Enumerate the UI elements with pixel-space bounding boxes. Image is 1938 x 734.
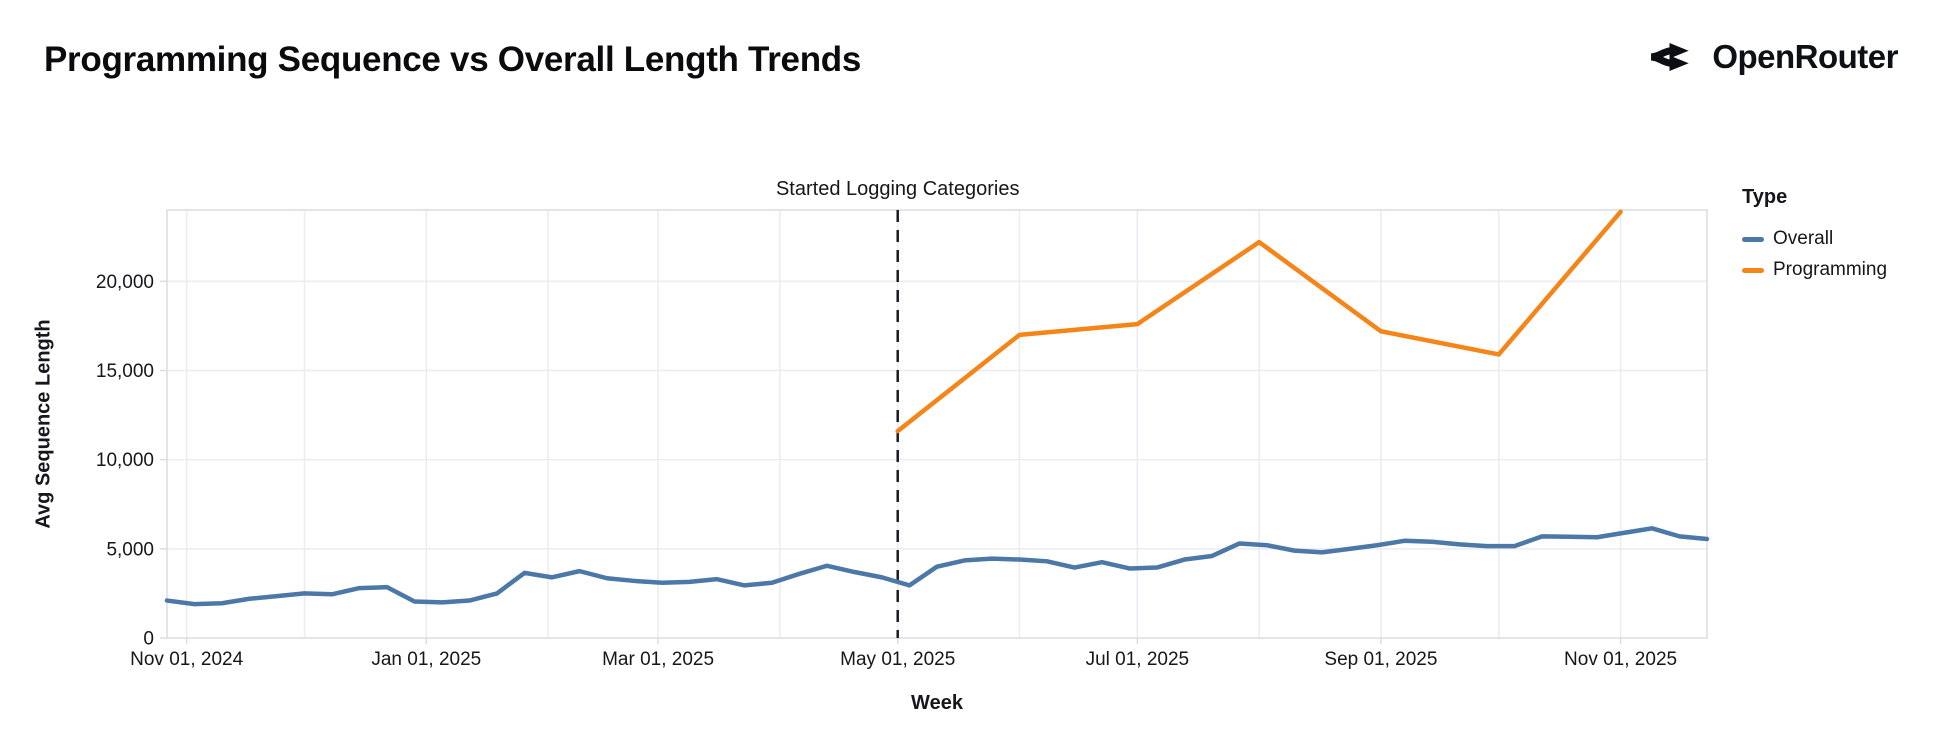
series-line-programming bbox=[895, 209, 1623, 434]
x-tick-label: Nov 01, 2024 bbox=[130, 649, 243, 670]
y-tick-label: 20,000 bbox=[96, 272, 154, 293]
programming-line-swatch bbox=[1742, 267, 1764, 273]
y-tick-label: 10,000 bbox=[96, 450, 154, 471]
x-tick-label: Jan 01, 2025 bbox=[371, 649, 481, 670]
legend-label-overall: Overall bbox=[1773, 228, 1834, 249]
openrouter-icon bbox=[1651, 43, 1689, 71]
y-tick-label: 15,000 bbox=[96, 361, 154, 382]
brand-name: OpenRouter bbox=[1712, 38, 1898, 75]
y-tick-label: 0 bbox=[143, 629, 154, 650]
legend-item-programming: Programming bbox=[1742, 258, 1887, 282]
x-axis-title: Week bbox=[911, 692, 963, 714]
openrouter-logo: OpenRouter bbox=[1647, 32, 1898, 82]
annotation-label: Started Logging Categories bbox=[775, 178, 1020, 200]
overall-line-swatch bbox=[1742, 236, 1764, 242]
legend-item-overall: Overall bbox=[1742, 227, 1887, 251]
y-tick-label: 5,000 bbox=[106, 539, 154, 560]
x-tick-label: Mar 01, 2025 bbox=[602, 649, 714, 670]
y-axis-title: Avg Sequence Length bbox=[32, 319, 55, 529]
x-tick-label: Nov 01, 2025 bbox=[1564, 649, 1677, 670]
plot-border bbox=[166, 209, 1708, 639]
legend: Type Overall Programming bbox=[1742, 186, 1887, 289]
page-title: Programming Sequence vs Overall Length T… bbox=[44, 40, 862, 79]
x-tick-label: May 01, 2025 bbox=[840, 649, 955, 670]
x-tick-label: Sep 01, 2025 bbox=[1324, 649, 1437, 670]
series-line-overall bbox=[164, 526, 1710, 607]
x-tick-label: Jul 01, 2025 bbox=[1086, 649, 1190, 670]
legend-title: Type bbox=[1742, 186, 1788, 208]
legend-label-programming: Programming bbox=[1773, 259, 1888, 280]
